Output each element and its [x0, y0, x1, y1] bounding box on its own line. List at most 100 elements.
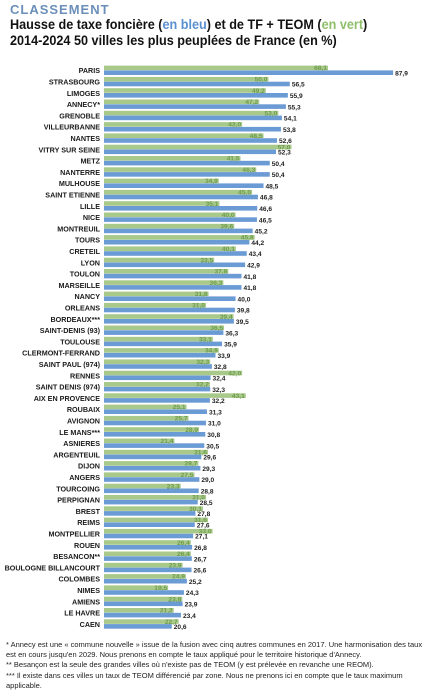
- category-label: VILLEURBANNE: [44, 123, 101, 132]
- green-value-label: 45,8: [241, 235, 254, 242]
- blue-bar: [104, 206, 258, 211]
- blue-bar: [104, 556, 192, 561]
- category-label: BOULOGNE BILLANCOURT: [5, 563, 101, 572]
- blue-bar: [104, 409, 207, 414]
- blue-value-label: 52,6: [279, 138, 292, 145]
- blue-bar: [104, 70, 394, 75]
- green-bar: [104, 483, 181, 489]
- green-value-label: 26,4: [177, 551, 190, 558]
- footnote-2: ** Besançon est la seule des grandes vil…: [6, 660, 374, 670]
- blue-value-label: 50,4: [272, 161, 285, 168]
- blue-bar: [104, 488, 199, 494]
- green-bar: [104, 144, 292, 150]
- green-bar: [104, 528, 213, 534]
- green-value-label: 33,5: [200, 257, 213, 264]
- category-label: NIMES: [77, 586, 100, 595]
- green-bar: [104, 472, 195, 477]
- blue-bar: [104, 273, 242, 279]
- green-value-label: 27,5: [181, 472, 194, 479]
- green-value-label: 19,5: [154, 585, 167, 592]
- green-value-label: 39,4: [220, 314, 233, 321]
- blue-bar: [104, 319, 234, 324]
- blue-bar: [104, 172, 270, 177]
- green-value-label: 30,1: [189, 506, 202, 513]
- green-value-label: 49,2: [252, 88, 265, 95]
- green-value-label: 45,0: [238, 190, 251, 197]
- green-bar: [104, 495, 206, 500]
- blue-bar: [104, 432, 206, 437]
- category-label: METZ: [80, 157, 100, 166]
- green-value-label: 33,0: [199, 529, 212, 536]
- blue-bar: [104, 578, 187, 584]
- chart-title: Hausse de taxe foncière (en bleu) et de …: [10, 17, 402, 33]
- green-bar: [104, 359, 211, 364]
- blue-value-label: 55,9: [290, 93, 303, 100]
- blue-value-label: 56,5: [292, 82, 305, 89]
- green-bar: [104, 76, 269, 82]
- category-label: BORDEAUX***: [50, 315, 100, 324]
- blue-value-label: 26,8: [194, 545, 207, 552]
- blue-bar: [104, 624, 172, 629]
- blue-bar: [104, 104, 286, 109]
- blue-value-label: 27,8: [197, 511, 210, 518]
- blue-value-label: 35,9: [224, 342, 237, 349]
- green-bar: [104, 156, 241, 161]
- category-label: AMIENS: [72, 597, 100, 606]
- blue-value-label: 52,3: [278, 150, 291, 157]
- category-label: NICE: [83, 213, 100, 222]
- green-bar: [104, 415, 189, 421]
- green-value-label: 31,0: [192, 495, 205, 502]
- green-bar: [104, 133, 264, 138]
- category-label: LE MANS***: [59, 428, 100, 437]
- green-value-label: 23,8: [168, 596, 181, 603]
- title-part-3: ): [363, 17, 368, 32]
- category-label: BREST: [76, 507, 101, 516]
- green-bar: [104, 246, 236, 251]
- blue-value-label: 54,1: [284, 116, 297, 123]
- blue-value-label: 41,8: [243, 274, 256, 281]
- category-label: SAINT ETIENNE: [45, 191, 100, 200]
- blue-bar: [104, 115, 282, 121]
- title-part-2: ) et de TF + TEOM (: [206, 17, 322, 32]
- green-bar: [104, 393, 246, 398]
- green-bar: [104, 517, 208, 523]
- green-value-label: 40,0: [222, 212, 235, 219]
- blue-bar: [104, 612, 181, 618]
- blue-value-label: 50,4: [272, 172, 285, 179]
- blue-value-label: 32,3: [212, 387, 225, 394]
- title-green-legend: en vert: [321, 17, 364, 32]
- blue-value-label: 33,9: [217, 353, 230, 360]
- green-value-label: 32,3: [196, 359, 209, 366]
- blue-value-label: 44,2: [251, 240, 264, 247]
- blue-value-label: 25,2: [189, 579, 202, 586]
- green-bar: [104, 506, 203, 511]
- category-label: SAINT DENIS (974): [36, 383, 101, 392]
- green-value-label: 53,0: [264, 110, 277, 117]
- category-label: REIMS: [77, 518, 100, 527]
- blue-bar: [104, 126, 281, 132]
- green-bar: [104, 427, 200, 432]
- blue-value-label: 41,8: [243, 285, 256, 292]
- chart-header: CLASSEMENT Hausse de taxe foncière (en b…: [10, 3, 432, 49]
- blue-bar: [104, 364, 212, 369]
- green-bar: [104, 212, 236, 218]
- green-bar: [104, 110, 279, 116]
- green-value-label: 46,3: [242, 167, 255, 174]
- blue-value-label: 32,4: [213, 376, 226, 383]
- green-bar: [104, 280, 224, 285]
- green-value-label: 21,4: [161, 438, 174, 445]
- category-label: AIX EN PROVENCE: [34, 394, 101, 403]
- blue-value-label: 26,7: [194, 556, 207, 563]
- chart-title-line-2: 2014-2024 50 villes les plus peuplées de…: [10, 33, 337, 48]
- category-label: NANCY: [74, 292, 100, 301]
- green-value-label: 33,1: [199, 336, 212, 343]
- green-bar: [104, 201, 220, 206]
- green-value-label: 23,9: [169, 562, 182, 569]
- green-bar: [104, 608, 174, 613]
- blue-value-label: 42,9: [247, 263, 260, 270]
- blue-bar: [104, 81, 290, 87]
- green-bar: [104, 461, 199, 466]
- green-bar: [104, 348, 219, 353]
- green-value-label: 50,0: [255, 77, 268, 84]
- category-label: MONTREUIL: [57, 224, 100, 233]
